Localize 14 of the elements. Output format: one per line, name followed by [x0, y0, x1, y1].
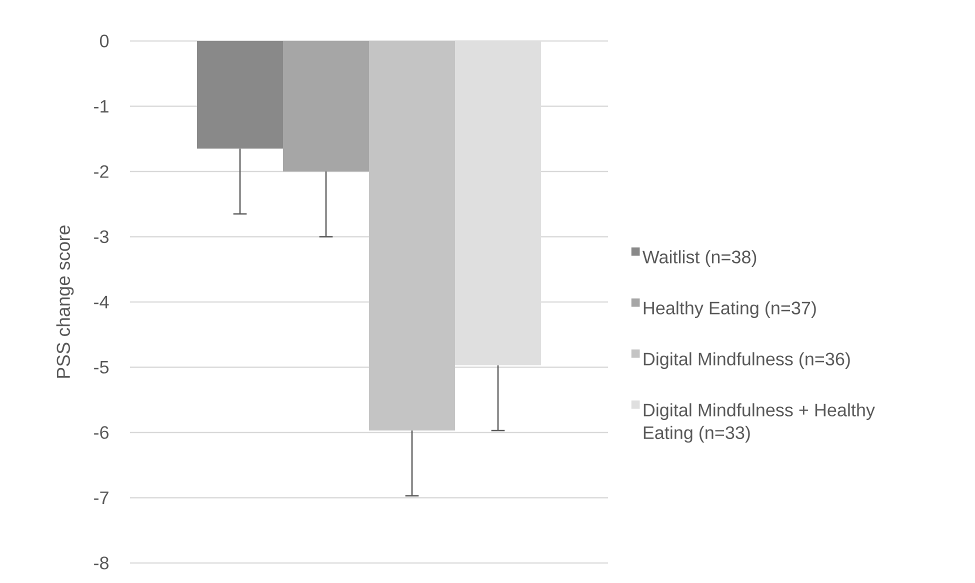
- y-tick-label: -4: [94, 296, 109, 308]
- legend-label: Waitlist (n=38): [642, 250, 756, 267]
- y-axis-title: PSS change score: [56, 226, 74, 378]
- y-tick-label: -6: [94, 426, 108, 439]
- y-tick-label: -2: [94, 165, 108, 178]
- y-tick-label: 0: [100, 34, 109, 48]
- y-tick-label: -8: [94, 556, 108, 570]
- legend-label: Digital Mindfulness + Healthy Eating (n=33): [644, 403, 875, 443]
- legend-label: Digital Mindfulness (n=36): [644, 352, 850, 369]
- y-tick-label: -7: [94, 492, 108, 504]
- y-tick-label: -5: [94, 360, 109, 374]
- y-tick-label: -1: [94, 100, 108, 112]
- legend-label: Healthy Eating (n=37): [644, 301, 816, 318]
- y-tick-label: -3: [94, 230, 108, 244]
